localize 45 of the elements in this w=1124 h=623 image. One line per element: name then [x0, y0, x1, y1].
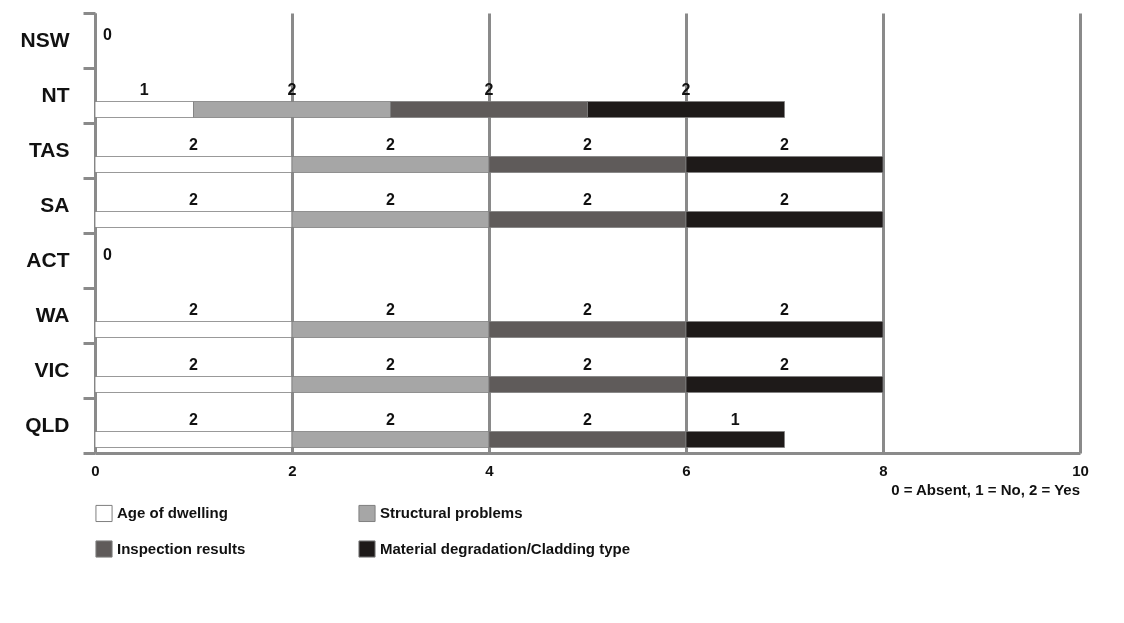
data-label: 2 — [189, 410, 199, 428]
legend-label: Age of dwelling — [117, 504, 228, 522]
data-label: 1 — [730, 410, 740, 428]
data-label: 2 — [287, 80, 297, 98]
data-label: 2 — [583, 300, 593, 318]
x-tick-label: 10 — [1072, 461, 1089, 479]
data-label: 2 — [386, 135, 396, 153]
y-tick-label: NSW — [20, 28, 70, 51]
y-tick-label: VIC — [34, 358, 70, 381]
data-label: 2 — [189, 190, 199, 208]
data-label: 0 — [103, 25, 112, 43]
text: 0 = Absent, 1 = No, 2 = Yes — [891, 481, 1080, 498]
legend-label: Material degradation/Cladding type — [380, 540, 631, 557]
data-label: 2 — [780, 300, 790, 318]
data-label: 0 — [103, 245, 112, 263]
data-label: 2 — [386, 190, 396, 208]
data-label: 1 — [139, 80, 149, 98]
data-label: 2 — [386, 355, 396, 373]
data-label: 2 — [386, 410, 396, 428]
x-tick-label: 4 — [485, 461, 495, 479]
data-label: 2 — [583, 410, 593, 428]
data-label: 2 — [583, 190, 593, 208]
y-tick-label: QLD — [25, 413, 70, 436]
y-tick-label: ACT — [26, 248, 70, 271]
x-tick-label: 2 — [288, 461, 297, 479]
y-tick-label: SA — [40, 193, 70, 216]
data-label: 2 — [189, 355, 199, 373]
y-tick-label: WA — [35, 303, 70, 326]
data-label: 2 — [780, 355, 790, 373]
data-label: 2 — [780, 190, 790, 208]
x-tick-label: 6 — [682, 461, 691, 479]
y-tick-label: TAS — [29, 138, 70, 161]
data-label: 2 — [189, 135, 199, 153]
data-label: 2 — [780, 135, 790, 153]
legend-label: Structural problems — [380, 504, 523, 522]
x-tick-label: 0 — [91, 461, 100, 479]
data-label: 2 — [681, 80, 691, 98]
legend-label: Inspection results — [117, 540, 246, 557]
x-tick-label: 8 — [879, 461, 888, 479]
data-label: 2 — [189, 300, 199, 318]
data-label: 2 — [484, 80, 494, 98]
y-tick-label: NT — [41, 83, 70, 106]
data-label: 2 — [386, 300, 396, 318]
data-label: 2 — [583, 135, 593, 153]
data-label: 2 — [583, 355, 593, 373]
